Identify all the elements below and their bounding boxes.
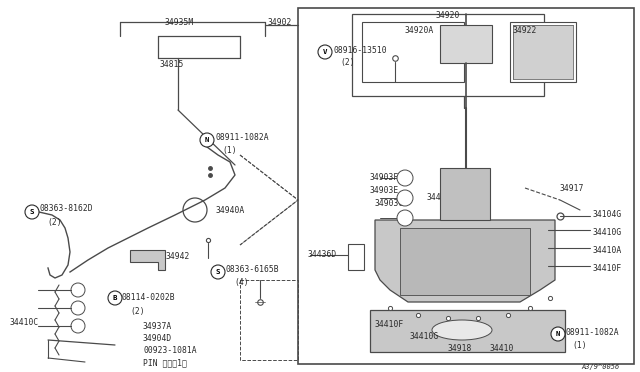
Text: (2): (2) [340,58,355,67]
Bar [513,25,573,79]
Text: 08114-0202B: 08114-0202B [122,293,175,302]
Text: (2): (2) [130,307,145,316]
Text: 34815: 34815 [160,60,184,69]
Bar [298,8,634,364]
Text: 34410F: 34410F [593,264,622,273]
Text: 08911-1082A: 08911-1082A [215,133,269,142]
Text: 34410G: 34410G [593,228,622,237]
Text: 00923-1081A: 00923-1081A [143,346,196,355]
Circle shape [397,210,413,226]
Circle shape [25,205,39,219]
Text: 34935M: 34935M [165,18,195,27]
Text: 34920: 34920 [436,11,460,20]
Text: 34918: 34918 [448,344,472,353]
Text: 34922: 34922 [513,26,538,35]
Circle shape [397,190,413,206]
Text: 34942: 34942 [166,252,190,261]
Bar [440,168,490,220]
Circle shape [211,265,225,279]
Text: 34410G: 34410G [410,332,439,341]
Text: 08363-6165B: 08363-6165B [225,265,278,274]
Text: 34406: 34406 [427,193,451,202]
Text: 34940A: 34940A [216,206,245,215]
Text: 08911-1082A: 08911-1082A [565,328,619,337]
Bar [370,310,565,352]
Text: 34903E: 34903E [370,186,399,195]
Text: PIN ピン（1）: PIN ピン（1） [143,358,187,367]
Bar [440,25,492,63]
Text: (1): (1) [572,341,587,350]
Bar [454,196,478,214]
Text: A3/9^0056: A3/9^0056 [582,364,620,370]
Text: 34410F: 34410F [375,320,404,329]
Circle shape [71,283,85,297]
Bar [510,22,576,82]
Circle shape [397,170,413,186]
Text: 34436D: 34436D [308,250,337,259]
Text: (2): (2) [47,218,61,227]
Text: N: N [205,137,209,143]
Bar [348,244,364,270]
Text: 34902: 34902 [268,18,292,27]
Polygon shape [375,220,555,302]
Bar [352,14,544,96]
Text: 34410C: 34410C [10,318,39,327]
Circle shape [318,45,332,59]
Ellipse shape [432,320,492,340]
Text: (1): (1) [222,146,237,155]
Text: 08916-13510: 08916-13510 [333,46,387,55]
Text: 34104G: 34104G [593,210,622,219]
Text: 34937A: 34937A [143,322,172,331]
Text: 34904D: 34904D [143,334,172,343]
Text: B: B [113,295,117,301]
Polygon shape [130,250,165,270]
Circle shape [71,319,85,333]
Text: 34903G: 34903G [375,199,404,208]
Bar [362,22,464,82]
Polygon shape [400,228,530,295]
Text: S: S [29,209,35,215]
Text: 34410A: 34410A [593,246,622,255]
Text: 34920A: 34920A [405,26,435,35]
Circle shape [71,301,85,315]
Text: (4): (4) [234,278,248,287]
Text: 08363-8162D: 08363-8162D [39,204,93,213]
Circle shape [183,198,207,222]
Circle shape [108,291,122,305]
Text: 34903F: 34903F [370,173,399,182]
Text: S: S [216,269,220,275]
Text: N: N [556,331,560,337]
Circle shape [200,133,214,147]
Text: 34410: 34410 [490,344,515,353]
Text: 34917: 34917 [560,184,584,193]
Circle shape [551,327,565,341]
Text: V: V [323,49,327,55]
